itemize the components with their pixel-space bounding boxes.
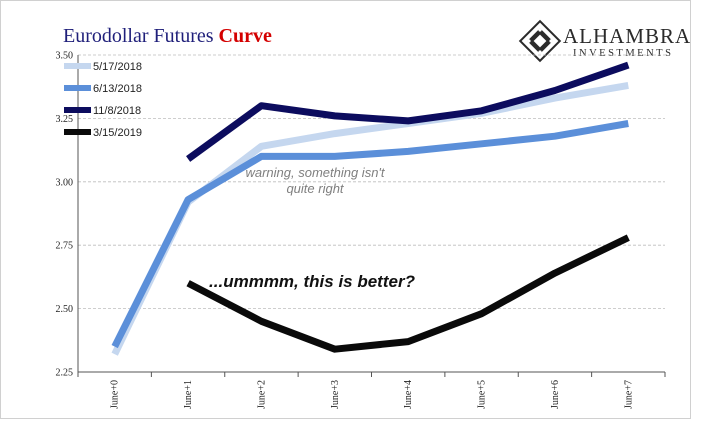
y-axis-tick-labels: 2.25 2.50 2.75 3.00 3.25 3.50: [56, 51, 74, 379]
x-tick-label: June+1: [183, 380, 194, 409]
y-tick-label: 3.00: [56, 177, 74, 188]
y-tick-label: 3.50: [56, 51, 74, 62]
x-tick-label: June+0: [110, 380, 121, 409]
logo-name: ALHAMBRA: [563, 24, 691, 48]
x-tick-label: June+6: [550, 380, 561, 409]
x-tick-label: June+4: [403, 380, 414, 409]
annotation-better: ...ummmm, this is better?: [209, 272, 416, 291]
y-tick-label: 2.25: [56, 368, 74, 379]
series-line-4: [186, 234, 630, 353]
x-axis-tick-labels: June+0 June+1 June+2 June+3 June+4 June+5 June…: [110, 380, 635, 409]
alhambra-logo: ALHAMBRA INVESTMENTS: [518, 19, 691, 63]
annotation-warning: quite right: [286, 181, 344, 196]
y-tick-label: 2.50: [56, 304, 74, 315]
legend-label: 6/13/2018: [93, 83, 142, 95]
chart-title-main: Eurodollar Futures: [63, 25, 214, 47]
x-tick-label: June+7: [623, 380, 634, 409]
series-line-3: [186, 61, 630, 162]
logo-subtitle: INVESTMENTS: [573, 48, 673, 59]
chart-title-emphasis: Curve: [219, 25, 272, 47]
y-tick-label: 3.25: [56, 114, 74, 125]
legend-label: 3/15/2019: [93, 127, 142, 139]
legend-label: 5/17/2018: [93, 61, 142, 73]
x-tick-label: June+2: [256, 380, 267, 409]
legend-label: 11/8/2018: [93, 105, 141, 117]
series-line-2: [111, 120, 629, 349]
legend: 5/17/2018 6/13/2018 11/8/2018 3/15/2019: [64, 61, 142, 139]
chart-title: Eurodollar Futures Curve: [63, 25, 272, 47]
annotation-warning: warning, something isn't: [245, 165, 385, 180]
series-lines: [111, 61, 630, 356]
diamond-emblem-icon: [518, 19, 562, 63]
x-tick-label: June+5: [477, 380, 488, 409]
y-tick-label: 2.75: [56, 241, 74, 252]
x-tick-label: June+3: [330, 380, 341, 409]
grid-lines: [78, 54, 665, 310]
